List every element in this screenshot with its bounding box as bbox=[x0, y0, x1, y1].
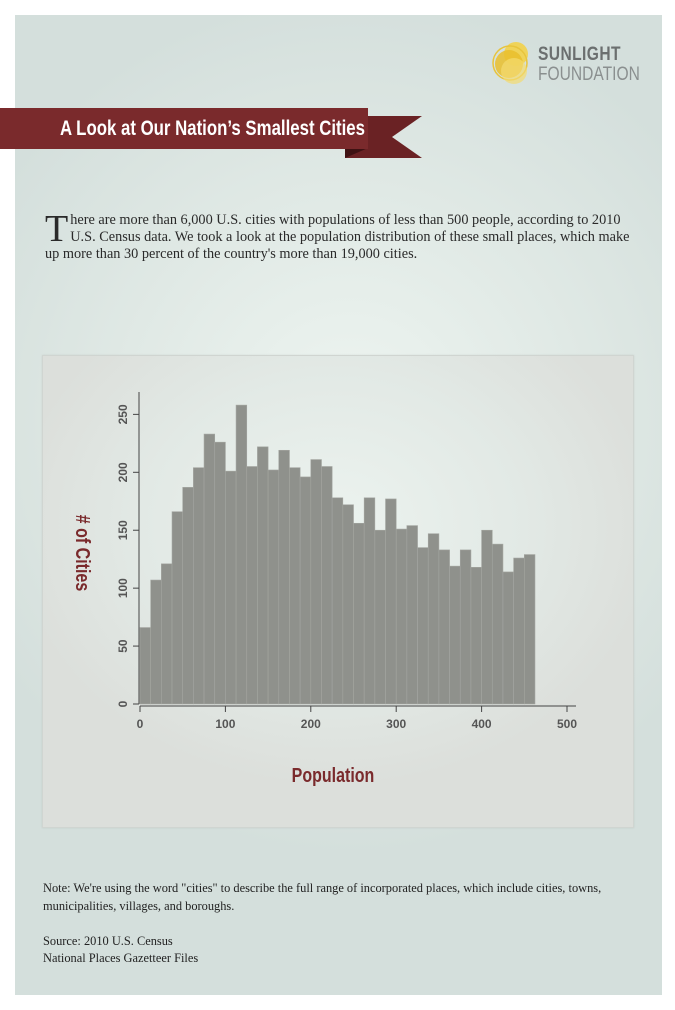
histogram-bar bbox=[310, 459, 322, 705]
histogram-bar bbox=[235, 404, 248, 705]
y-tick-label: 0 bbox=[116, 700, 130, 707]
histogram-bar bbox=[363, 497, 376, 705]
histogram-bar bbox=[299, 476, 312, 705]
histogram-bar bbox=[342, 504, 354, 705]
histogram-bar bbox=[395, 528, 408, 705]
histogram-bar bbox=[321, 466, 333, 705]
y-tick-label: 200 bbox=[116, 462, 130, 482]
histogram-bar bbox=[225, 470, 237, 705]
histogram-bar bbox=[331, 497, 344, 705]
x-tick-label: 500 bbox=[557, 717, 577, 731]
histogram-bar bbox=[417, 547, 429, 705]
histogram-bar bbox=[139, 627, 151, 705]
histogram-bar bbox=[214, 441, 226, 705]
histogram-bar bbox=[470, 566, 482, 705]
page-title: A Look at Our Nation’s Smallest Cities bbox=[60, 117, 365, 140]
histogram-chart: 0 50 100 150 200 250 0 100 200 300 400 500 Populatio… bbox=[72, 392, 577, 786]
logo-line-1: SUNLIGHT bbox=[538, 44, 621, 65]
source-line-1: Source: 2010 U.S. Census bbox=[43, 934, 173, 948]
histogram-bar bbox=[491, 543, 504, 705]
drop-cap: T bbox=[45, 208, 69, 250]
histogram-bar bbox=[193, 467, 205, 705]
histogram-bar bbox=[246, 466, 258, 705]
histogram-bar bbox=[481, 529, 493, 705]
intro-text: here are more than 6,000 U.S. cities wit… bbox=[45, 212, 630, 262]
chart-panel: 0 50 100 150 200 250 0 100 200 300 400 500 Populatio… bbox=[42, 355, 634, 828]
histogram-bar bbox=[459, 549, 472, 705]
histogram-bar bbox=[171, 511, 183, 705]
histogram-bar bbox=[438, 549, 450, 705]
histogram-bar bbox=[203, 433, 216, 705]
y-tick-label: 250 bbox=[116, 404, 130, 424]
source-line-2: National Places Gazetteer Files bbox=[43, 951, 199, 965]
note-text: Note: We're using the word "cities" to d… bbox=[43, 881, 602, 913]
histogram-bar bbox=[374, 529, 386, 705]
histogram-bar bbox=[161, 563, 173, 705]
x-tick-label: 100 bbox=[215, 717, 235, 731]
y-tick-label: 50 bbox=[116, 639, 130, 653]
source-block: Source: 2010 U.S. Census National Places… bbox=[43, 933, 198, 967]
histogram-bar bbox=[257, 446, 269, 705]
histogram-bar bbox=[353, 522, 365, 705]
x-tick-label: 200 bbox=[301, 717, 321, 731]
x-tick-label: 0 bbox=[137, 717, 144, 731]
sunlight-logo-icon bbox=[492, 42, 528, 84]
x-axis-title: Population bbox=[292, 764, 375, 786]
y-axis-title: # of Cities bbox=[72, 515, 94, 591]
histogram-bar bbox=[523, 554, 536, 705]
histogram-bar bbox=[267, 469, 280, 705]
histogram-bar bbox=[182, 487, 194, 705]
histogram-bar bbox=[406, 525, 418, 705]
histogram-bar bbox=[449, 565, 461, 705]
histogram-bar bbox=[513, 557, 525, 705]
histogram-bar bbox=[278, 449, 290, 705]
axes-group: 0 50 100 150 200 250 0 100 200 300 400 500 Populatio… bbox=[72, 392, 577, 786]
y-tick-label: 150 bbox=[116, 520, 130, 540]
histogram-bar bbox=[427, 533, 440, 705]
title-banner bbox=[0, 108, 422, 158]
x-tick-label: 400 bbox=[472, 717, 492, 731]
x-tick-label: 300 bbox=[386, 717, 406, 731]
bars-group bbox=[139, 404, 536, 705]
histogram-bar bbox=[385, 498, 397, 705]
y-tick-label: 100 bbox=[116, 578, 130, 598]
sunlight-foundation-logo: SUNLIGHT FOUNDATION bbox=[492, 41, 642, 87]
logo-line-2: FOUNDATION bbox=[538, 64, 640, 85]
histogram-bar bbox=[502, 571, 514, 705]
intro-paragraph: T here are more than 6,000 U.S. cities w… bbox=[45, 208, 645, 263]
histogram-bar bbox=[150, 579, 162, 705]
histogram-bar bbox=[289, 467, 301, 705]
